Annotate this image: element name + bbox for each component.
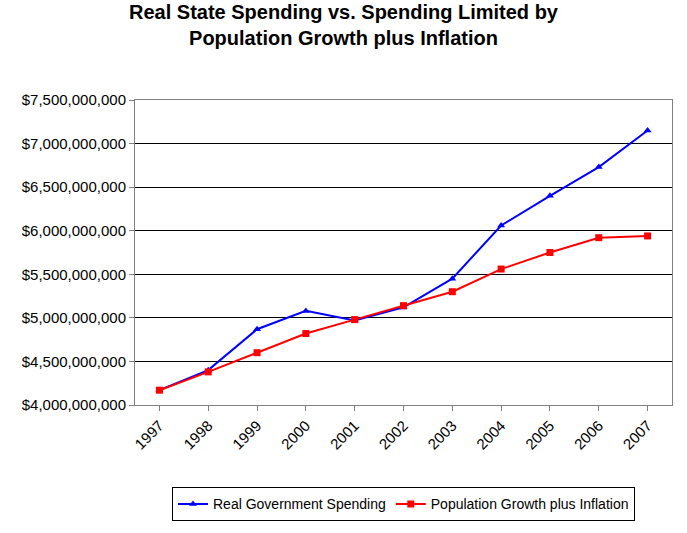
svg-text:2007: 2007 <box>619 417 655 453</box>
svg-text:$7,500,000,000: $7,500,000,000 <box>22 91 126 108</box>
svg-text:2000: 2000 <box>278 417 314 453</box>
svg-text:2005: 2005 <box>522 417 558 453</box>
svg-text:2004: 2004 <box>473 417 509 453</box>
svg-text:2001: 2001 <box>326 417 362 453</box>
svg-text:Real State Spending vs. Spendi: Real State Spending vs. Spending Limited… <box>129 1 559 49</box>
svg-text:$6,500,000,000: $6,500,000,000 <box>22 178 126 195</box>
svg-text:$7,000,000,000: $7,000,000,000 <box>22 135 126 152</box>
svg-text:2006: 2006 <box>571 417 607 453</box>
svg-text:Population Growth plus Inflati: Population Growth plus Inflation <box>431 496 629 512</box>
svg-text:1998: 1998 <box>180 417 216 453</box>
svg-text:$6,000,000,000: $6,000,000,000 <box>22 222 126 239</box>
svg-text:$4,000,000,000: $4,000,000,000 <box>22 396 126 413</box>
svg-text:$5,000,000,000: $5,000,000,000 <box>22 309 126 326</box>
svg-text:Real Government Spending: Real Government Spending <box>213 496 386 512</box>
svg-text:$5,500,000,000: $5,500,000,000 <box>22 266 126 283</box>
svg-text:$4,500,000,000: $4,500,000,000 <box>22 353 126 370</box>
svg-text:2002: 2002 <box>375 417 411 453</box>
svg-text:1999: 1999 <box>229 417 265 453</box>
svg-text:1997: 1997 <box>131 417 167 453</box>
svg-text:2003: 2003 <box>424 417 460 453</box>
